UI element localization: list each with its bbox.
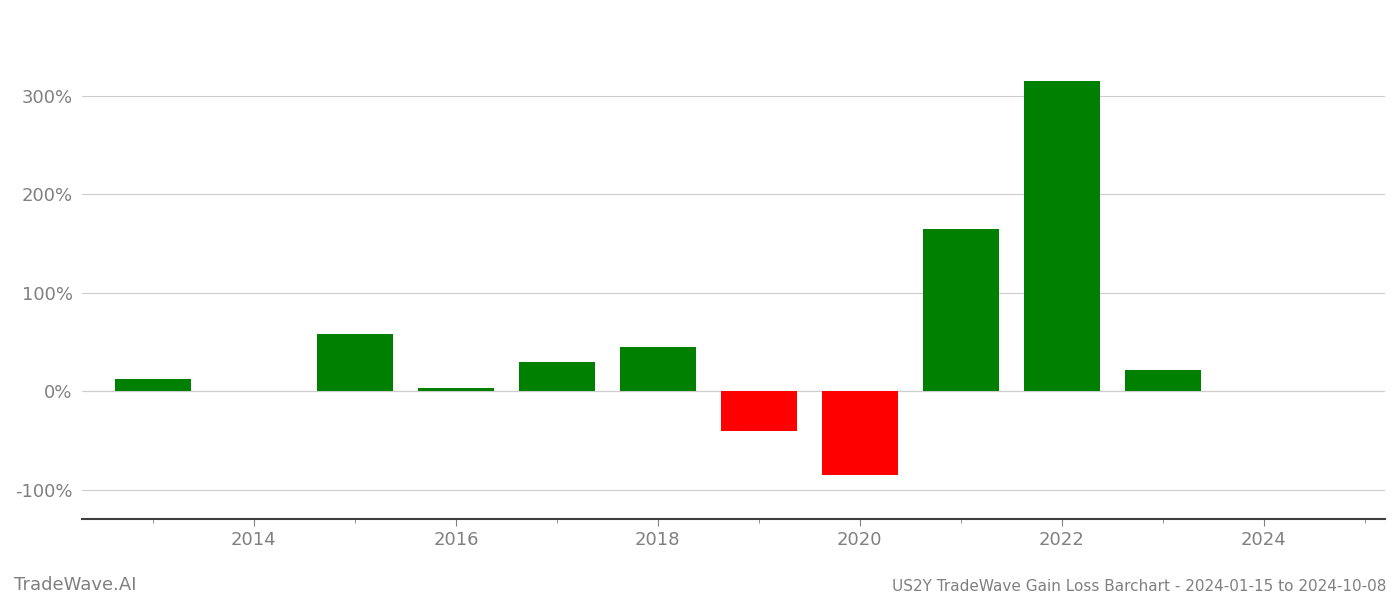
Bar: [316, 334, 393, 391]
Bar: [1126, 370, 1201, 391]
Bar: [519, 362, 595, 391]
Text: US2Y TradeWave Gain Loss Barchart - 2024-01-15 to 2024-10-08: US2Y TradeWave Gain Loss Barchart - 2024…: [892, 579, 1386, 594]
Bar: [923, 229, 998, 391]
Text: TradeWave.AI: TradeWave.AI: [14, 576, 137, 594]
Bar: [419, 388, 494, 391]
Bar: [721, 391, 797, 431]
Bar: [1023, 81, 1100, 391]
Bar: [115, 379, 190, 391]
Bar: [822, 391, 897, 475]
Bar: [620, 347, 696, 391]
